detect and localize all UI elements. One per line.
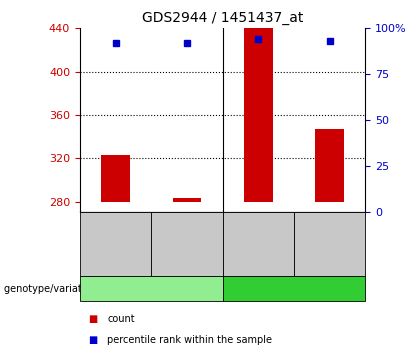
Text: genotype/variation ▶: genotype/variation ▶ <box>4 284 108 293</box>
Text: GSM218305: GSM218305 <box>325 217 334 272</box>
Bar <box>101 155 130 201</box>
Bar <box>315 129 344 201</box>
Text: wild type: wild type <box>126 284 177 293</box>
Text: Trib1-deficient: Trib1-deficient <box>254 284 334 293</box>
Title: GDS2944 / 1451437_at: GDS2944 / 1451437_at <box>142 11 303 24</box>
Text: GSM218303: GSM218303 <box>254 217 263 272</box>
Text: count: count <box>107 314 135 324</box>
Bar <box>244 28 273 201</box>
Text: percentile rank within the sample: percentile rank within the sample <box>107 335 272 345</box>
Text: GSM218304: GSM218304 <box>182 217 192 272</box>
Text: GSM218302: GSM218302 <box>111 217 120 272</box>
Text: ■: ■ <box>88 314 97 324</box>
Bar <box>173 198 201 201</box>
Text: ■: ■ <box>88 335 97 345</box>
